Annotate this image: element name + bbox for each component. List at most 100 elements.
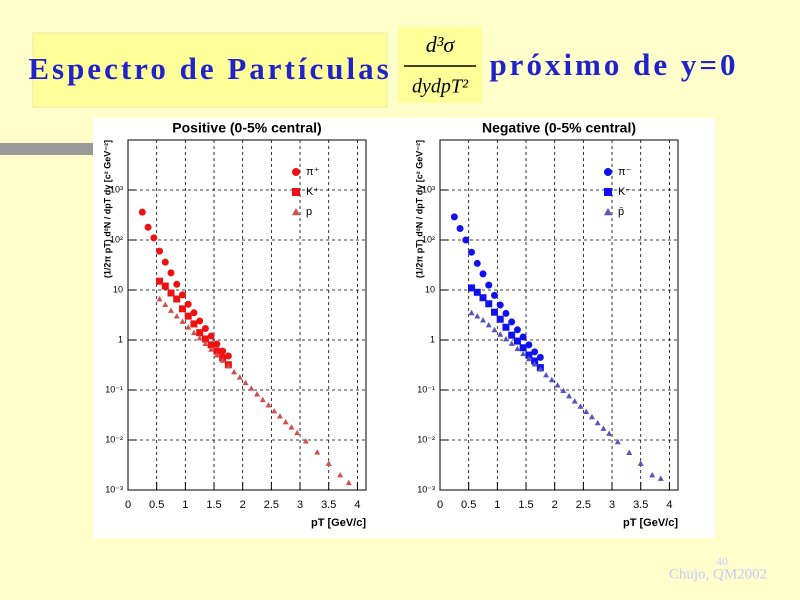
- legend-marker: [604, 188, 612, 196]
- plot-frame: [127, 139, 367, 491]
- x-tick-label: 0.5: [149, 499, 164, 511]
- marker-triangle: [560, 387, 567, 394]
- marker-square: [156, 277, 164, 285]
- marker-triangle: [600, 425, 607, 431]
- marker-square: [184, 312, 192, 320]
- marker-triangle: [554, 382, 561, 388]
- y-tick-label: 1: [118, 334, 123, 344]
- marker-triangle: [637, 460, 644, 466]
- legend-label: K⁻: [618, 186, 631, 198]
- x-tick-label: 4: [666, 499, 672, 511]
- x-tick-label: 4: [354, 499, 360, 511]
- marker-triangle: [288, 424, 295, 430]
- marker-square: [519, 344, 527, 352]
- y-tick-label: 10⁻²: [417, 434, 435, 444]
- marker-triangle: [259, 396, 266, 403]
- marker-square: [161, 282, 169, 290]
- x-tick-label: 1.5: [518, 499, 533, 511]
- marker-triangle: [520, 350, 527, 357]
- marker-triangle: [525, 355, 532, 362]
- y-tick-label: 10⁻¹: [105, 384, 123, 394]
- x-tick-label: 3: [609, 499, 615, 511]
- marker-circle: [531, 348, 539, 356]
- marker-square: [502, 323, 510, 331]
- marker-square: [496, 315, 504, 323]
- y-tick-label: 10⁻³: [417, 484, 435, 494]
- marker-triangle: [265, 402, 272, 408]
- x-tick-label: 0: [125, 499, 131, 511]
- x-axis-label: pT [GeV/c]: [623, 517, 678, 529]
- marker-triangle: [594, 419, 601, 426]
- y-tick-label: 10: [425, 284, 435, 294]
- marker-triangle: [537, 366, 544, 372]
- marker-circle: [502, 309, 510, 317]
- marker-triangle: [566, 392, 573, 399]
- x-tick-label: 0: [437, 499, 443, 511]
- marker-square: [468, 284, 476, 292]
- slide-title: Espectro de Partículas: [28, 51, 391, 86]
- x-tick-label: 1: [494, 499, 500, 511]
- y-tick-label: 10³: [422, 184, 435, 194]
- y-tick-label: 1: [430, 334, 435, 344]
- marker-triangle: [571, 398, 578, 404]
- marker-circle: [156, 247, 164, 255]
- marker-square: [196, 329, 204, 337]
- marker-triangle: [236, 374, 243, 380]
- legend-label: π⁻: [618, 166, 632, 178]
- marker-circle: [224, 352, 232, 360]
- marker-circle: [213, 340, 221, 348]
- x-axis-label: pT [GeV/c]: [311, 517, 366, 529]
- marker-circle: [456, 224, 464, 232]
- marker-circle: [150, 234, 158, 242]
- y-tick-label: 10⁻¹: [417, 384, 435, 394]
- marker-triangle: [271, 408, 278, 414]
- marker-square: [190, 320, 198, 328]
- marker-triangle: [491, 326, 498, 333]
- marker-square: [525, 351, 533, 359]
- x-tick-label: 1: [182, 499, 188, 511]
- y-tick-label: 10⁻²: [105, 434, 123, 444]
- x-tick-label: 2.5: [576, 499, 591, 511]
- marker-circle: [508, 318, 516, 326]
- marker-triangle: [548, 376, 555, 383]
- legend-marker: [292, 208, 300, 216]
- x-tick-label: 3: [297, 499, 303, 511]
- legend-marker: [604, 168, 612, 176]
- marker-triangle: [294, 429, 301, 436]
- marker-circle: [173, 280, 181, 288]
- marker-triangle: [302, 438, 309, 444]
- marker-triangle: [314, 449, 321, 455]
- marker-triangle: [480, 317, 487, 323]
- marker-triangle: [202, 340, 209, 347]
- marker-triangle: [606, 430, 613, 436]
- plot-frame: [439, 139, 679, 491]
- marker-square: [531, 357, 539, 365]
- footer: Chujo, QM2002: [669, 566, 767, 582]
- formula-numerator: d³σ: [426, 32, 456, 57]
- chart-title: Positive (0-5% central): [172, 120, 321, 136]
- marker-triangle: [583, 408, 590, 414]
- marker-triangle: [225, 363, 232, 369]
- marker-square: [173, 295, 181, 303]
- y-tick-label: 10: [113, 284, 123, 294]
- marker-square: [473, 288, 481, 296]
- marker-triangle: [508, 340, 515, 346]
- marker-circle: [138, 208, 146, 216]
- marker-triangle: [208, 346, 215, 352]
- marker-triangle: [248, 385, 255, 391]
- marker-triangle: [577, 403, 584, 409]
- marker-circle: [196, 317, 204, 325]
- marker-circle: [490, 291, 498, 299]
- marker-circle: [473, 259, 481, 267]
- page-number: 40: [716, 554, 728, 568]
- marker-square: [178, 305, 186, 313]
- marker-circle: [184, 300, 192, 308]
- marker-triangle: [337, 471, 344, 478]
- marker-circle: [525, 341, 533, 349]
- marker-circle: [178, 291, 186, 299]
- marker-circle: [496, 301, 504, 309]
- marker-circle: [207, 332, 215, 340]
- marker-square: [207, 341, 215, 349]
- title-suffix: próximo de y=0: [489, 47, 738, 82]
